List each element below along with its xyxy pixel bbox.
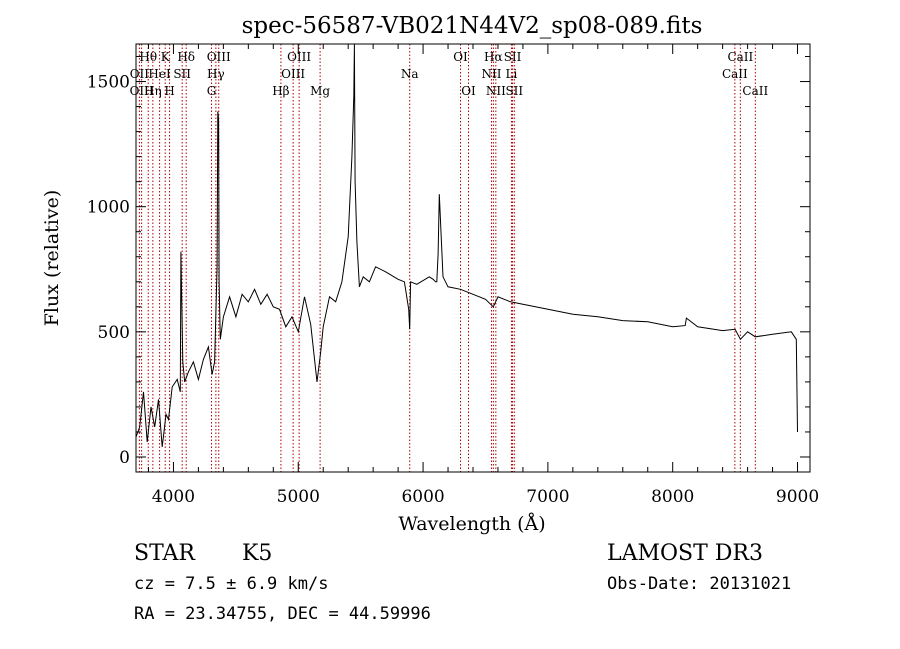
spectral-line-label: SII — [173, 67, 191, 81]
spectral-line-label: SII — [504, 50, 522, 64]
spectral-line-label: Hγ — [207, 67, 225, 81]
spectral-line-label: OIII — [207, 50, 231, 64]
spectral-line-label: Li — [506, 67, 518, 81]
spectral-line-label: SII — [505, 84, 523, 98]
x-tick-label: 9000 — [776, 487, 819, 507]
spectrum-series-line — [135, 43, 798, 448]
spectral-line-label: OIII — [281, 67, 305, 81]
obs-date: Obs-Date: 20131021 — [607, 574, 791, 594]
spectral-line-label: OIII — [287, 50, 311, 64]
velocity-readout: cz = 7.5 ± 6.9 km/s — [134, 574, 328, 594]
y-tick-label: 1000 — [87, 198, 130, 218]
object-type: STAR — [134, 541, 196, 566]
spectral-line-label: H — [164, 84, 174, 98]
spectral-line-label: CaII — [742, 84, 768, 98]
x-axis-title: Wavelength (Å) — [398, 513, 545, 535]
x-tick-label: 8000 — [651, 487, 694, 507]
spectral-line-label: Na — [401, 67, 419, 81]
object-subclass: K5 — [242, 541, 272, 566]
spectral-line-label: OII — [130, 67, 150, 81]
spectral-line-label: OI — [461, 84, 476, 98]
spectral-line-label: CaII — [727, 50, 753, 64]
x-tick-label: 7000 — [526, 487, 569, 507]
axis-ticks: 4000 5000 6000 7000 8000 9000 0 500 1000 1500 — [87, 44, 819, 507]
spectral-line-label: Mg — [310, 84, 330, 98]
y-tick-label: 0 — [119, 448, 130, 468]
x-tick-label: 6000 — [401, 487, 444, 507]
spectral-line-label: Hθ — [139, 50, 157, 64]
spectral-line-label: OI — [453, 50, 468, 64]
survey-name: LAMOST DR3 — [607, 541, 763, 566]
spectral-line-label: Hα — [484, 50, 503, 64]
spectral-line-label: G — [207, 84, 217, 98]
coordinates: RA = 23.34755, DEC = 44.59996 — [134, 604, 431, 624]
chart-title: spec-56587-VB021N44V2_sp08-089.fits — [242, 13, 703, 39]
spectral-line-label: K — [161, 50, 171, 64]
y-tick-label: 1500 — [87, 73, 130, 93]
y-axis-title: Flux (relative) — [41, 190, 63, 327]
spectral-line-label: Hβ — [272, 84, 289, 98]
spectral-line-label: NII — [481, 67, 501, 81]
x-tick-label: 4000 — [152, 487, 195, 507]
spectral-line-label: Hη — [144, 84, 162, 98]
plot-frame — [135, 43, 811, 473]
x-tick-label: 5000 — [277, 487, 320, 507]
spectral-line-label: CaII — [722, 67, 748, 81]
spectral-line-markers — [138, 44, 756, 472]
spectral-line-label: NII — [486, 84, 506, 98]
spectral-line-label: Hδ — [177, 50, 195, 64]
spectral-line-label: HeI — [148, 67, 171, 81]
y-tick-label: 500 — [98, 323, 130, 343]
